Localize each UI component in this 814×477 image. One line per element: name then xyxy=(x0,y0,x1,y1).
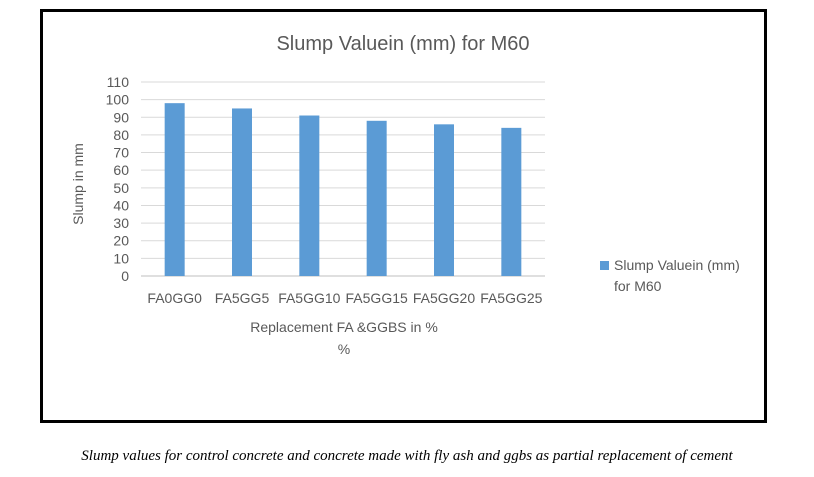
figure-caption: Slump values for control concrete and co… xyxy=(81,448,733,464)
y-tick-label: 110 xyxy=(107,74,130,90)
bar-fa5gg15 xyxy=(366,120,387,276)
bar-fa5gg5 xyxy=(232,108,252,276)
y-tick-label: 100 xyxy=(106,92,130,108)
y-axis-label: Slump in mm xyxy=(70,143,86,225)
chart-svg: Slump Valuein (mm) for M60 Slump in mm R… xyxy=(70,33,740,357)
x-tick-labels: FA0GG0 FA5GG5 FA5GG10 FA5GG15 FA5GG20 FA5GG25 xyxy=(147,290,542,306)
legend-swatch xyxy=(600,261,609,270)
chart-frame: Slump Valuein (mm) for M60 Slump in mm R… xyxy=(40,9,767,423)
y-tick-label: 30 xyxy=(113,215,129,231)
gridlines xyxy=(141,81,545,277)
legend-label-line1: Slump Valuein (mm) xyxy=(614,257,740,273)
y-tick-label: 70 xyxy=(113,145,129,161)
y-tick-label: 20 xyxy=(113,233,129,249)
x-tick-label: FA0GG0 xyxy=(147,290,202,306)
y-tick-label: 0 xyxy=(121,268,129,284)
chart-title: Slump Valuein (mm) for M60 xyxy=(276,33,529,55)
x-axis-label-line1: Replacement FA &GGBS in % xyxy=(250,319,438,335)
x-tick-label: FA5GG5 xyxy=(215,290,270,306)
x-tick-label: FA5GG10 xyxy=(278,290,340,306)
x-tick-label: FA5GG15 xyxy=(346,290,408,306)
y-tick-label: 10 xyxy=(113,250,129,266)
legend: Slump Valuein (mm) for M60 xyxy=(600,257,740,294)
bar-fa5gg10 xyxy=(299,115,320,276)
bar-fa5gg25 xyxy=(501,127,522,276)
x-tick-label: FA5GG20 xyxy=(413,290,475,306)
y-tick-label: 90 xyxy=(113,109,129,125)
x-axis-label-line2: % xyxy=(338,341,350,357)
legend-label-line2: for M60 xyxy=(614,278,662,294)
y-tick-label: 40 xyxy=(113,197,129,213)
bar-fa0gg0 xyxy=(164,103,185,276)
y-tick-label: 60 xyxy=(113,162,129,178)
x-tick-label: FA5GG25 xyxy=(480,290,542,306)
bars xyxy=(164,103,522,276)
y-tick-label: 50 xyxy=(113,180,129,196)
bar-fa5gg20 xyxy=(434,124,454,276)
y-tick-label: 80 xyxy=(113,127,129,143)
